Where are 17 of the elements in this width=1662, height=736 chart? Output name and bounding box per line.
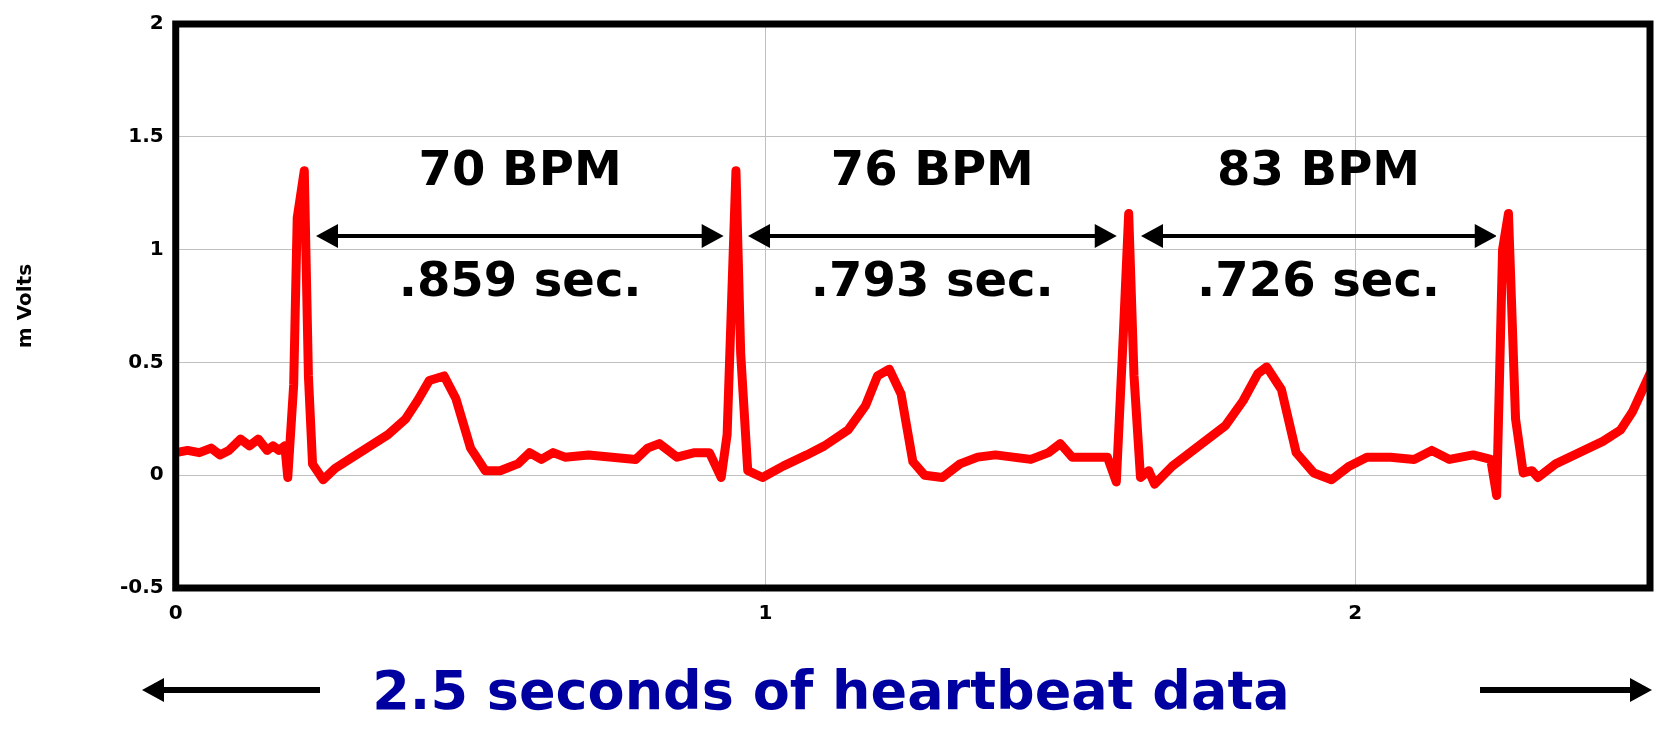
x-tick-label: 0 — [168, 600, 183, 625]
y-tick-label: 0.5 — [128, 348, 164, 373]
y-tick-label: 1.5 — [128, 123, 164, 147]
x-tick-label: 2 — [1348, 600, 1363, 625]
annotation: 83 BPM — [1217, 139, 1421, 196]
y-tick-label: 1 — [149, 235, 164, 260]
annotation: .726 sec. — [1197, 250, 1441, 307]
x-axis-title: 2.5 seconds of heartbeat data — [371, 658, 1291, 724]
annotation: 70 BPM — [418, 139, 622, 196]
y-axis-title: m Volts — [12, 263, 37, 349]
annotation: .793 sec. — [810, 250, 1054, 307]
annotation: .859 sec. — [398, 250, 642, 307]
annotation: 76 BPM — [830, 139, 1034, 196]
y-tick-label: 0 — [149, 461, 164, 486]
y-tick-label: 2 — [149, 10, 164, 35]
x-tick-label: 1 — [758, 600, 773, 625]
y-tick-label: -0.5 — [120, 574, 164, 599]
